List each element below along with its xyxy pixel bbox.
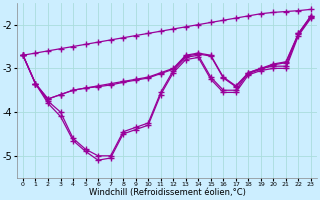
X-axis label: Windchill (Refroidissement éolien,°C): Windchill (Refroidissement éolien,°C) bbox=[89, 188, 245, 197]
